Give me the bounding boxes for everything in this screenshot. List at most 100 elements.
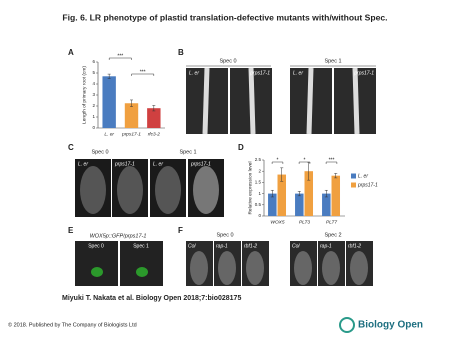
root-tip [193, 166, 219, 214]
y-tick-label: 1.5 [255, 180, 262, 185]
error-bar [297, 191, 301, 197]
x-tick-label: rfc3-2 [148, 131, 161, 137]
error-bar [152, 105, 156, 112]
root [306, 67, 314, 135]
error-bar [130, 99, 133, 107]
legend-label: L. er [358, 173, 368, 179]
image-label: L. er [189, 70, 199, 76]
bar [268, 193, 277, 216]
y-axis-label: Length of primary root (cm) [81, 66, 87, 124]
x-tick-label: PLT7 [326, 219, 337, 225]
bar [322, 193, 331, 216]
logo: Biology Open [358, 320, 423, 331]
y-tick-label: 0.5 [255, 202, 262, 207]
copyright: © 2018. Published by The Company of Biol… [8, 321, 137, 328]
root-tip [218, 251, 236, 285]
y-tick-label: 1 [258, 191, 261, 196]
image-label: rap-1 [320, 243, 332, 249]
root-tip [117, 166, 143, 214]
root-tip [294, 251, 312, 285]
image-label: Spec 1 [133, 243, 149, 249]
image-label: prps17-1 [190, 161, 211, 167]
error-bar [107, 73, 111, 79]
column-header: Spec 0 [91, 149, 108, 155]
panel-label: A [68, 48, 74, 57]
bar [124, 103, 139, 128]
significance-bracket [131, 73, 155, 76]
significance-bracket [298, 161, 311, 164]
column-header: Spec 0 [219, 58, 236, 64]
construct-label: WOX5p::GFP/prps17-1 [90, 233, 147, 239]
significance-label: *** [117, 53, 123, 59]
significance-label: * [304, 157, 306, 163]
gfp-signal [136, 267, 148, 277]
y-tick-label: 6 [92, 59, 95, 64]
panel-label: C [68, 143, 74, 152]
image-label: prps17-1 [353, 70, 374, 76]
column-header: Spec 1 [324, 58, 341, 64]
image-label: L. er [78, 161, 88, 167]
y-tick-label: 0 [92, 125, 95, 130]
image-label: L. er [153, 161, 163, 167]
y-tick-label: 3 [92, 92, 95, 97]
bar [304, 171, 314, 216]
image-label: Spec 0 [88, 243, 104, 249]
root-tip [155, 166, 181, 214]
root-tip [322, 251, 340, 285]
micrograph [120, 241, 163, 286]
significance-bracket [108, 57, 132, 60]
citation: Miyuki T. Nakata et al. Biology Open 201… [62, 295, 241, 302]
image-label: Col [188, 243, 196, 249]
x-tick-label: WOX5 [270, 219, 284, 225]
y-tick-label: 4 [92, 81, 95, 86]
bar [277, 174, 287, 216]
root-tip [246, 251, 264, 285]
column-header: Spec 1 [179, 149, 196, 155]
title: Fig. 6. LR phenotype of plastid translat… [62, 12, 387, 22]
y-tick-label: 1 [92, 114, 95, 119]
panel-label: D [238, 143, 244, 152]
image-label: rbf1-2 [348, 243, 361, 249]
root [248, 67, 256, 135]
logo-icon [339, 317, 355, 333]
image-label: rap-1 [216, 243, 228, 249]
y-tick-label: 5 [92, 70, 95, 75]
error-bar [334, 173, 338, 179]
significance-label: *** [140, 69, 146, 75]
y-tick-label: 2.5 [255, 157, 262, 162]
y-axis-label: Relative expression level [247, 161, 253, 214]
panel-label: E [68, 226, 74, 235]
image-label: Col [292, 243, 300, 249]
x-tick-label: L. er [104, 131, 114, 137]
legend-swatch [351, 182, 356, 188]
bar [147, 108, 161, 128]
bar [331, 175, 341, 216]
column-header: Spec 2 [324, 232, 341, 238]
root-tip [80, 166, 106, 214]
image-label: rbf1-2 [244, 243, 257, 249]
error-bar [324, 189, 328, 198]
x-tick-label: prps17-1 [121, 131, 141, 137]
significance-label: *** [329, 157, 335, 163]
error-bar [280, 167, 284, 182]
panel-label: B [178, 48, 184, 57]
y-tick-label: 2 [92, 103, 95, 108]
root [202, 67, 210, 135]
bar [102, 76, 116, 128]
y-tick-label: 0 [258, 213, 261, 218]
root [352, 67, 360, 135]
image-label: prps17-1 [249, 70, 270, 76]
root-tip [190, 251, 208, 285]
significance-bracket [271, 161, 284, 164]
error-bar [270, 189, 274, 198]
panel-label: F [178, 226, 183, 235]
root-tip [350, 251, 368, 285]
micrograph [75, 241, 118, 286]
significance-bracket [325, 161, 338, 164]
legend-swatch [351, 173, 356, 179]
x-tick-label: PLT3 [299, 219, 310, 225]
significance-label: * [277, 157, 279, 163]
legend-label: prps17-1 [357, 182, 378, 188]
bar [295, 193, 304, 216]
